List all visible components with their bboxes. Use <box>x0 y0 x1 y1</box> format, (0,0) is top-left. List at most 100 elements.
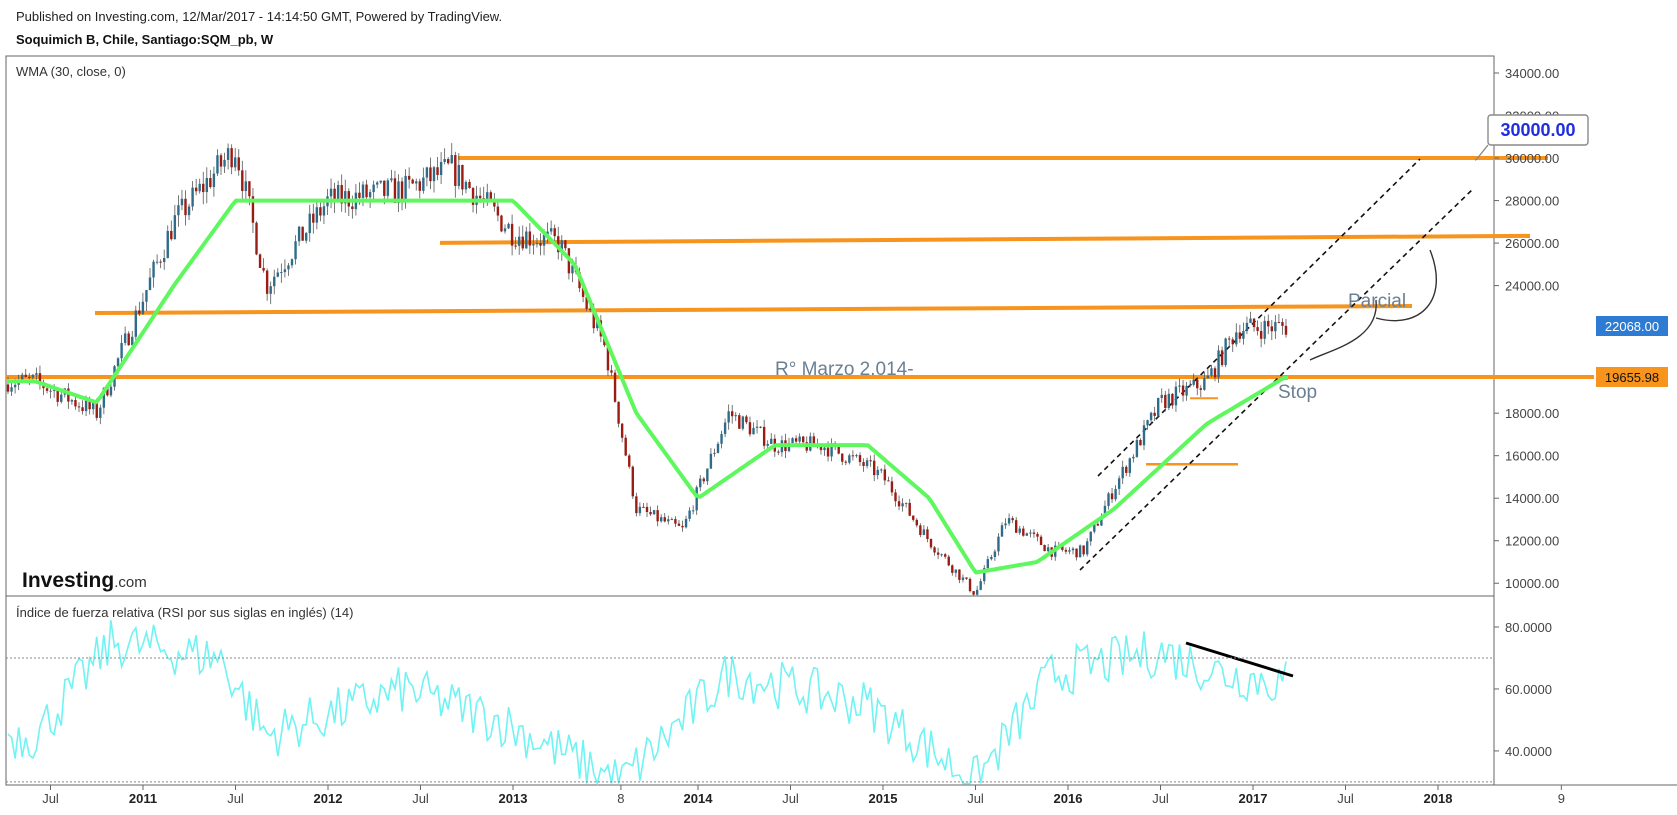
candle-body <box>81 407 84 412</box>
candle-body <box>926 529 929 539</box>
candle-body <box>1203 378 1206 390</box>
candle-body <box>823 447 826 451</box>
price-tick-label: 14000.00 <box>1505 491 1559 506</box>
candle-body <box>919 525 922 535</box>
candle-body <box>731 411 734 417</box>
candle-body <box>1153 412 1156 416</box>
candle-body <box>532 244 535 246</box>
candle-body <box>589 308 592 310</box>
candle-body <box>145 290 148 302</box>
candle-body <box>794 438 798 442</box>
candle-body <box>461 165 464 190</box>
candle-body <box>1029 532 1032 534</box>
candle-body <box>202 183 205 193</box>
x-tick-label: Jul <box>967 791 984 806</box>
candle-body <box>230 148 233 168</box>
candle-body <box>365 184 368 198</box>
candle-body <box>510 223 514 246</box>
candle-body <box>265 270 269 294</box>
candle-body <box>883 469 887 481</box>
candle-body <box>194 187 198 192</box>
candle-body <box>155 261 159 263</box>
candle-body <box>1117 478 1121 489</box>
candle-body <box>951 565 954 573</box>
candle-body <box>251 196 255 223</box>
candle-body <box>628 455 631 467</box>
candle-body <box>798 436 801 442</box>
candle-body <box>102 387 106 408</box>
candle-body <box>958 569 961 580</box>
candle-body <box>397 181 400 203</box>
candle-body <box>1206 375 1210 379</box>
candle-body <box>1142 425 1146 446</box>
price-tick-label: 24000.00 <box>1505 279 1559 294</box>
candle-body <box>1075 548 1078 558</box>
candle-body <box>993 551 997 557</box>
candle-body <box>645 506 649 512</box>
candle-body <box>667 519 670 522</box>
candle-body <box>262 267 265 271</box>
candle-body <box>486 192 489 199</box>
rsi-line <box>7 620 1287 787</box>
candle-body <box>21 374 24 381</box>
candle-body <box>965 577 968 579</box>
x-tick-label: 8 <box>617 791 624 806</box>
candle-body <box>1110 493 1114 500</box>
x-tick-label: Jul <box>227 791 244 806</box>
price-tick-label: 30000.00 <box>1505 151 1559 166</box>
candle-body <box>887 480 890 482</box>
candle-body <box>131 336 134 346</box>
candle-body <box>489 192 492 201</box>
candle-body <box>1100 517 1103 526</box>
candle-body <box>106 387 109 396</box>
candle-body <box>571 265 574 274</box>
candle-body <box>280 272 283 274</box>
candle-body <box>518 236 521 246</box>
candle-body <box>557 236 560 253</box>
candle-body <box>241 170 244 192</box>
candle-body <box>116 358 120 367</box>
x-tick-label: 9 <box>1558 791 1565 806</box>
x-tick-label: 2013 <box>499 791 528 806</box>
candle-body <box>283 269 287 273</box>
candle-body <box>1139 439 1142 446</box>
candle-body <box>514 245 517 247</box>
candle-body <box>1245 322 1249 331</box>
candle-body <box>652 510 656 515</box>
candle-body <box>1277 322 1281 324</box>
channel-lower-line <box>1079 187 1475 571</box>
candle-body <box>812 436 816 446</box>
rsi-tick-label: 60.0000 <box>1505 682 1552 697</box>
candle-body <box>1032 532 1036 534</box>
candle-body <box>191 187 194 207</box>
candle-body <box>1281 322 1284 326</box>
candle-body <box>1125 466 1128 473</box>
candle-body <box>226 148 230 160</box>
candle-body <box>844 461 847 463</box>
x-tick-label: 2018 <box>1424 791 1453 806</box>
candle-body <box>546 231 549 235</box>
candle-body <box>273 276 276 287</box>
candle-body <box>841 453 844 462</box>
price-tick-label: 34000.00 <box>1505 66 1559 81</box>
candle-body <box>1249 318 1252 323</box>
candle-body <box>983 568 986 582</box>
candle-body <box>1046 547 1050 552</box>
stop-label: Stop <box>1278 382 1317 403</box>
candle-body <box>244 181 248 192</box>
candle-body <box>464 181 468 190</box>
candle-body <box>500 215 503 232</box>
candle-body <box>148 277 152 291</box>
x-tick-label: Jul <box>782 791 799 806</box>
candle-body <box>649 511 652 515</box>
candle-body <box>1263 320 1266 339</box>
candle-body <box>663 517 666 522</box>
candle-body <box>581 288 585 297</box>
candle-body <box>716 443 720 453</box>
rsi-tick-label: 80.0000 <box>1505 620 1552 635</box>
candle-body <box>631 466 634 497</box>
candle-body <box>99 407 102 418</box>
candle-body <box>1064 549 1068 552</box>
candle-body <box>1011 518 1014 521</box>
